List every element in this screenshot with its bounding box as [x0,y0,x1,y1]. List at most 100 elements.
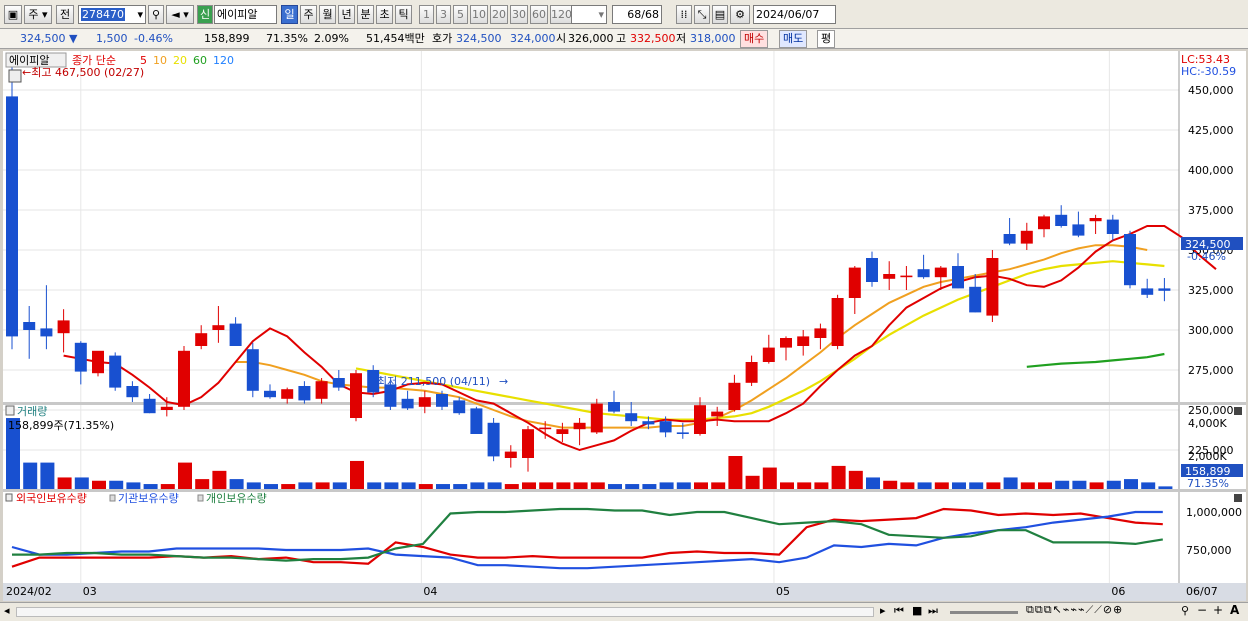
period-tab-2[interactable]: 월 [319,5,336,24]
high-note: ←최고 467,500 (02/27) [22,66,144,79]
period-tab-5[interactable]: 초 [376,5,393,24]
interval-button-120[interactable]: 120 [550,5,572,24]
scroll-left-icon[interactable]: ◂ [4,604,10,617]
interval-button-5[interactable]: 5 [453,5,468,24]
volume-bar [745,475,760,489]
market-select[interactable]: 주 ▾ [24,5,52,24]
zoom-out-icon[interactable]: − [1197,603,1208,617]
candle-body [986,258,999,316]
bar-count-field[interactable]: 68/68 [612,5,662,24]
low-price: 318,000 [690,32,736,45]
institution-legend: 기관보유수량 [118,492,179,505]
period-tab-0[interactable]: 일 [281,5,298,24]
candle-body [780,338,792,348]
volume-bar [178,462,192,489]
x-label-feb: 2024/02 [6,585,52,598]
rewind-icon[interactable]: ⏮ [894,604,904,617]
price-plot-area[interactable] [3,51,1179,402]
ma5-line [63,225,1217,452]
fast-forward-icon[interactable]: ⏭ [928,604,938,617]
candle-body [1020,230,1033,244]
period-tab-4[interactable]: 분 [357,5,374,24]
window-menu-icon[interactable]: ▣ [4,5,22,24]
volume-bar [487,482,502,489]
interval-button-3[interactable]: 3 [436,5,451,24]
candle-body [917,269,930,278]
high-label: 고 [616,32,627,45]
candle-body [350,373,362,418]
interval-button-60[interactable]: 60 [530,5,548,24]
volume-bar [401,482,416,489]
font-size-icon[interactable]: A [1230,603,1240,617]
candle-body [264,390,276,398]
candle-body [229,323,242,346]
volume-bar [367,482,382,489]
holding-tick-label: 750,000 [1186,544,1232,557]
interval-button-30[interactable]: 30 [510,5,528,24]
zoom-in-icon[interactable]: + [1213,603,1224,617]
dropdown-arrow-icon[interactable]: ▾ [137,8,143,21]
candle-body [418,397,431,407]
draw-tool-icon[interactable]: ⤡ [694,5,710,24]
eval-button[interactable]: 평 [817,30,836,48]
price-axis-area [1179,51,1246,402]
volume-bar [814,482,829,489]
interval-input[interactable]: ▾ [571,5,607,24]
speaker-icon[interactable]: ◄ ▾ [166,5,194,24]
candle-body [401,398,414,409]
ma-legend-10: 10 [153,54,167,67]
trade-amount: 51,454백만 [366,32,425,45]
period-tab-3[interactable]: 년 [338,5,355,24]
x-label-end: 06/07 [1186,585,1218,598]
date-field[interactable]: 2024/06/07 [753,5,836,24]
candle-body [608,402,620,412]
high-price: 332,500 [630,32,676,45]
scroll-lock-icon[interactable]: ⁞⁞ [676,5,692,24]
volume-panel-icon[interactable] [5,405,15,416]
settings-icon[interactable]: ⚙ [730,5,750,24]
candle-body [40,328,53,337]
candle-body [487,422,500,457]
stop-icon[interactable]: ■ [912,604,923,617]
volume-bar [470,482,485,489]
interval-button-10[interactable]: 10 [470,5,488,24]
holding-plot-area[interactable] [3,492,1179,583]
scope-button[interactable]: 전 [56,5,74,24]
period-tab-6[interactable]: 틱 [395,5,412,24]
foreign-legend: 외국인보유수량 [16,492,87,505]
stock-code-input[interactable]: 278470 ▾ [78,5,146,24]
scroll-right-icon[interactable]: ▸ [880,604,886,617]
x-label-jun: 06 [1111,585,1125,598]
price-tick-label: 400,000 [1188,164,1234,177]
search-icon[interactable]: ⚲ [148,5,164,24]
volume-panel-close-icon[interactable] [1234,407,1242,415]
sell-button[interactable]: 매도 [779,30,808,48]
save-icon[interactable]: ▤ [712,5,728,24]
interval-button-1[interactable]: 1 [419,5,434,24]
quote-label: 호가 [432,32,453,45]
candle-body [332,378,345,388]
stock-chart[interactable]: 450,000425,000400,000375,000350,000325,0… [0,50,1248,603]
buy-button[interactable]: 매수 [740,30,769,48]
grid-toggle-icon[interactable] [8,69,22,83]
interval-dropdown-icon[interactable]: ▾ [598,8,604,21]
interval-button-20[interactable]: 20 [490,5,508,24]
drawing-tools-icons[interactable]: ⧉⧉⧉↖⌁⌁⌁⟋⟋⊘⊕ [1026,603,1124,616]
zoom-icon[interactable]: ⚲ [1181,604,1190,617]
volume-bar [831,465,846,489]
stock-name-field[interactable]: 에이피알 [214,5,277,24]
candle-body [590,403,603,433]
volume-bar [160,484,175,489]
ma-legend-20: 20 [173,54,187,67]
candlesticks [6,62,1171,472]
volume-bar [384,482,399,489]
holding-panel-close-icon[interactable] [1234,494,1242,502]
horizontal-scrollbar[interactable] [16,607,874,617]
current-price-tag [1181,237,1243,250]
candle-body [1141,288,1154,295]
volume-bar [212,470,227,489]
period-tab-1[interactable]: 주 [300,5,317,24]
navigation-bar: ◂ ▸ ⏮ ■ ⏭ ⧉⧉⧉↖⌁⌁⌁⟋⟋⊘⊕ ⚲ − + A [0,602,1248,621]
volume-info: 158,899주(71.35%) [8,419,114,432]
zoom-slider[interactable] [950,611,1018,614]
